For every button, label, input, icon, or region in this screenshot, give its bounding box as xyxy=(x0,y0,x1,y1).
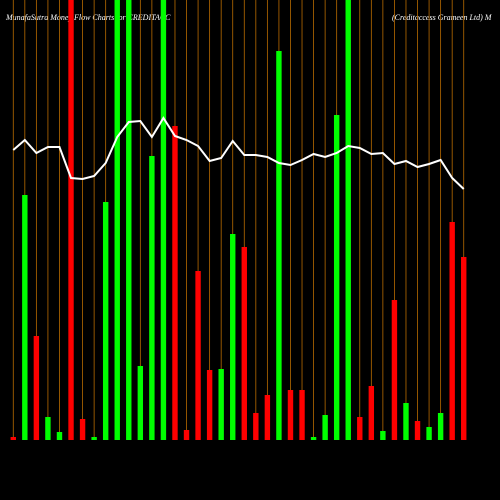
bar xyxy=(56,432,63,440)
bar xyxy=(403,403,409,440)
bar xyxy=(114,0,120,440)
bar xyxy=(368,386,375,440)
bar xyxy=(206,370,213,440)
bar xyxy=(449,222,455,440)
bar xyxy=(102,202,109,440)
bar xyxy=(276,51,282,440)
bar xyxy=(253,413,259,440)
bar xyxy=(322,415,328,440)
chart-subtitle: (Creditaccess Grameen Ltd) M xyxy=(392,13,493,22)
bar xyxy=(414,421,421,440)
bar xyxy=(183,430,190,440)
bar xyxy=(264,395,271,440)
money-flow-line xyxy=(12,116,465,190)
bar xyxy=(241,247,247,440)
bar xyxy=(10,437,16,440)
bar xyxy=(310,437,317,440)
bar xyxy=(218,369,224,440)
bar xyxy=(149,156,155,440)
bar xyxy=(137,366,144,440)
bar xyxy=(45,417,51,440)
bar xyxy=(230,234,236,440)
bar xyxy=(172,126,178,440)
bar xyxy=(33,336,40,440)
bar xyxy=(333,115,340,440)
bar xyxy=(345,0,351,440)
bar xyxy=(380,431,386,440)
bar xyxy=(91,437,97,440)
chart-title: MunafaSutra Money Flow Charts for CREDIT… xyxy=(5,13,171,22)
bar xyxy=(126,0,132,440)
bar xyxy=(287,390,294,440)
bar xyxy=(391,300,398,440)
bar xyxy=(195,271,201,440)
bar xyxy=(437,413,444,440)
bar xyxy=(22,195,28,440)
bar xyxy=(357,417,363,440)
bar xyxy=(68,0,74,440)
bar xyxy=(299,390,305,440)
bar xyxy=(79,419,86,440)
bar xyxy=(160,0,167,440)
bar xyxy=(461,257,467,440)
bar xyxy=(426,427,432,440)
